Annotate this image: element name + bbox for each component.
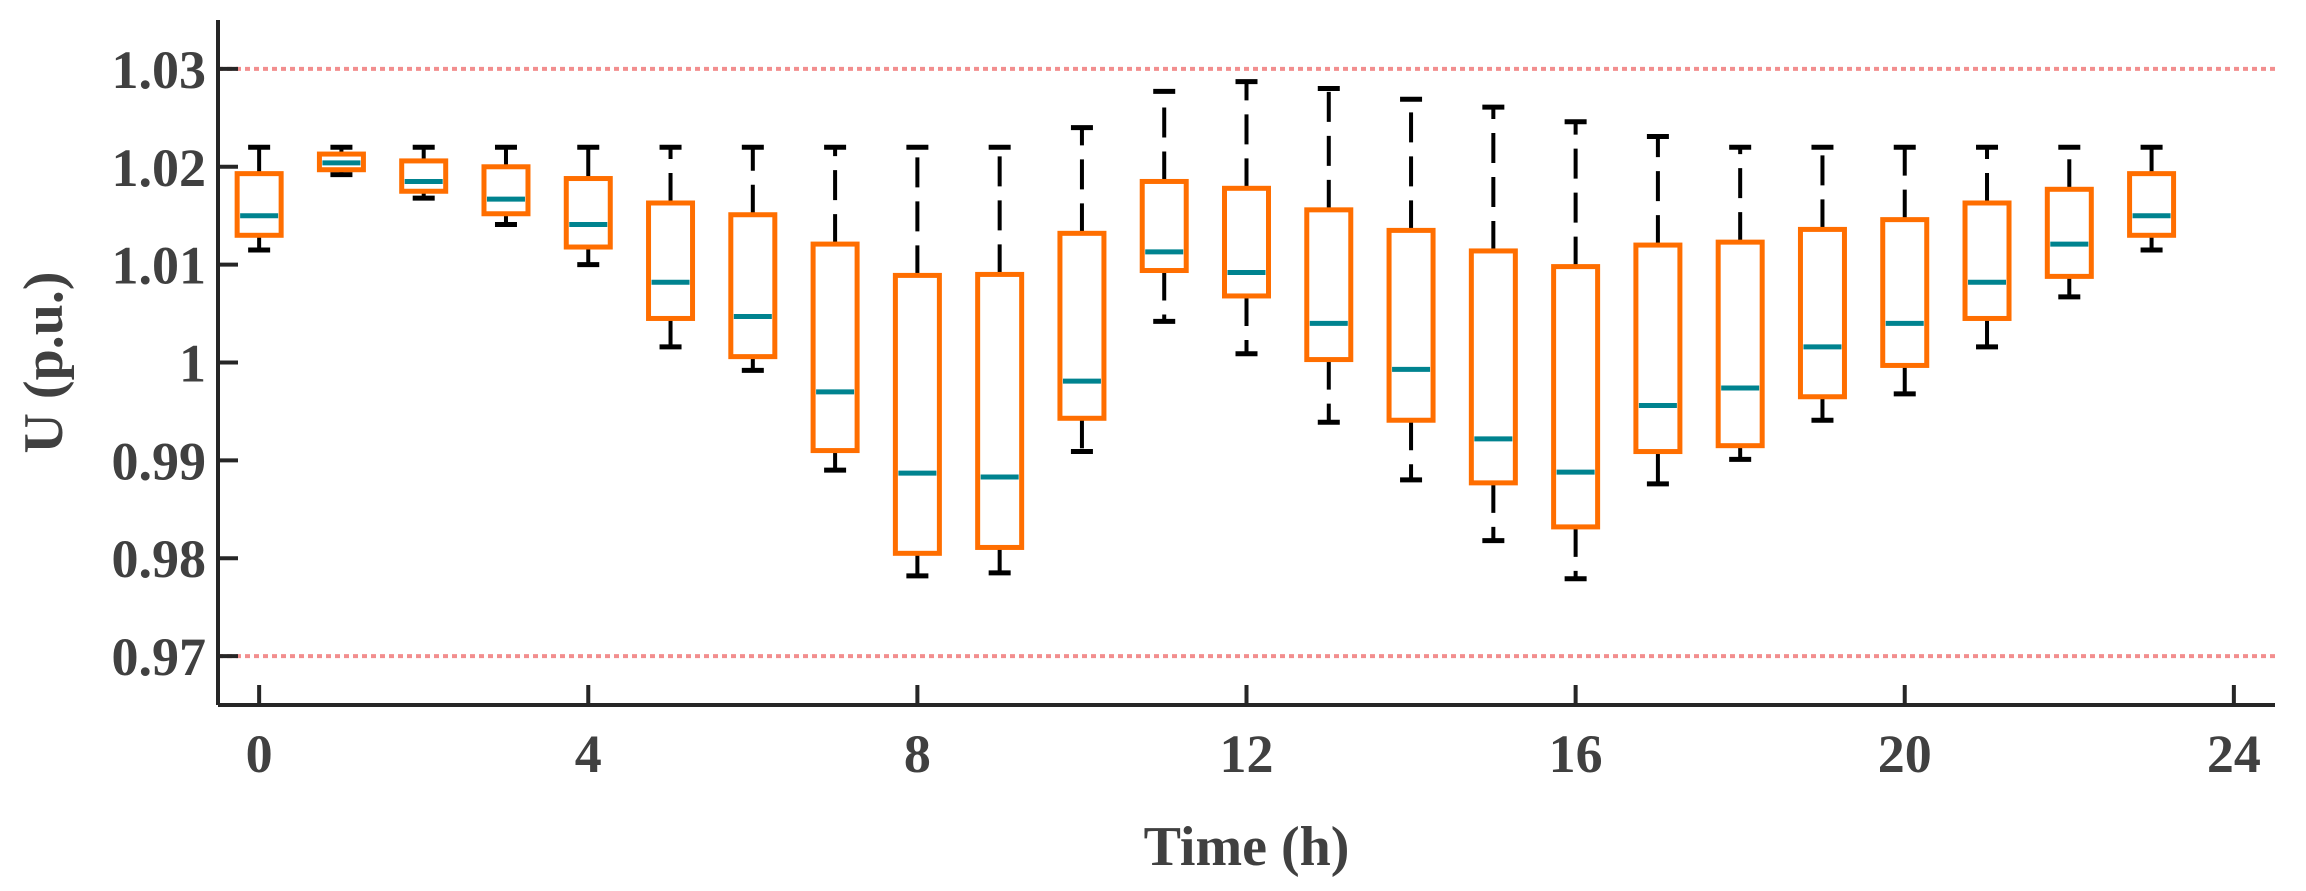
iqr-box <box>646 200 696 321</box>
box-12 <box>1222 79 1271 357</box>
box-19 <box>1797 144 1847 423</box>
iqr-box <box>563 176 613 250</box>
iqr-box <box>1139 178 1189 274</box>
box-14 <box>1386 96 1436 483</box>
box-18 <box>1715 144 1765 462</box>
y-tick-label: 0.98 <box>112 529 207 589</box>
y-tick-label: 0.99 <box>112 431 207 491</box>
iqr-box <box>1797 226 1847 400</box>
box-4 <box>563 144 613 268</box>
y-tick-label: 0.97 <box>112 627 207 687</box>
iqr-box <box>975 271 1025 550</box>
box-2 <box>399 144 449 201</box>
y-tick-label: 1.01 <box>112 236 207 296</box>
iqr-box <box>1386 227 1436 423</box>
iqr-box <box>1468 248 1518 486</box>
tick-labels: 0 4 8 12 16 20 24 0.97 0.98 0.99 1 1.01 1.02 1.03 <box>112 40 2261 784</box>
x-tick-label: 20 <box>1878 724 1932 784</box>
x-tick-label: 24 <box>2207 724 2261 784</box>
box-20 <box>1880 144 1930 397</box>
box-6 <box>728 144 778 373</box>
box-series <box>234 79 2177 582</box>
iqr-box <box>2127 171 2177 238</box>
iqr-box <box>1551 264 1601 530</box>
x-axis-title: Time (h) <box>1144 816 1350 878</box>
x-tick-label: 12 <box>1220 724 1274 784</box>
y-tick-label: 1.03 <box>112 40 207 100</box>
y-tick-label: 1 <box>179 334 206 394</box>
box-0 <box>234 144 284 253</box>
box-16 <box>1551 119 1601 582</box>
box-8 <box>892 144 942 579</box>
y-tick-label: 1.02 <box>112 138 207 198</box>
iqr-box <box>316 151 366 173</box>
box-5 <box>646 144 696 350</box>
x-tick-label: 16 <box>1549 724 1603 784</box>
iqr-box <box>1715 239 1765 449</box>
iqr-box <box>399 158 449 194</box>
iqr-box <box>2044 186 2094 279</box>
box-9 <box>975 144 1025 576</box>
iqr-box <box>810 241 860 454</box>
iqr-box <box>1304 207 1354 363</box>
iqr-box <box>1633 242 1683 455</box>
iqr-box <box>1222 185 1271 299</box>
iqr-box <box>1880 217 1930 368</box>
box-7 <box>810 144 860 473</box>
x-tick-label: 8 <box>904 724 931 784</box>
iqr-box <box>481 164 531 217</box>
iqr-box <box>1962 200 2012 321</box>
box-3 <box>481 144 531 228</box>
box-23 <box>2127 144 2177 253</box>
box-22 <box>2044 144 2094 300</box>
box-21 <box>1962 144 2012 350</box>
box-17 <box>1633 133 1683 487</box>
iqr-box <box>1057 230 1107 421</box>
iqr-box <box>728 212 778 360</box>
tick-marks <box>218 66 2236 705</box>
y-axis-title: U (p.u.) <box>13 271 75 453</box>
box-11 <box>1139 88 1189 324</box>
iqr-box <box>892 272 942 556</box>
iqr-box <box>234 171 284 238</box>
box-15 <box>1468 104 1518 544</box>
limit-lines <box>218 66 2275 659</box>
x-tick-label: 4 <box>575 724 602 784</box>
x-tick-label: 0 <box>246 724 273 784</box>
box-1 <box>316 144 366 178</box>
box-10 <box>1057 125 1107 455</box>
box-13 <box>1304 86 1354 425</box>
